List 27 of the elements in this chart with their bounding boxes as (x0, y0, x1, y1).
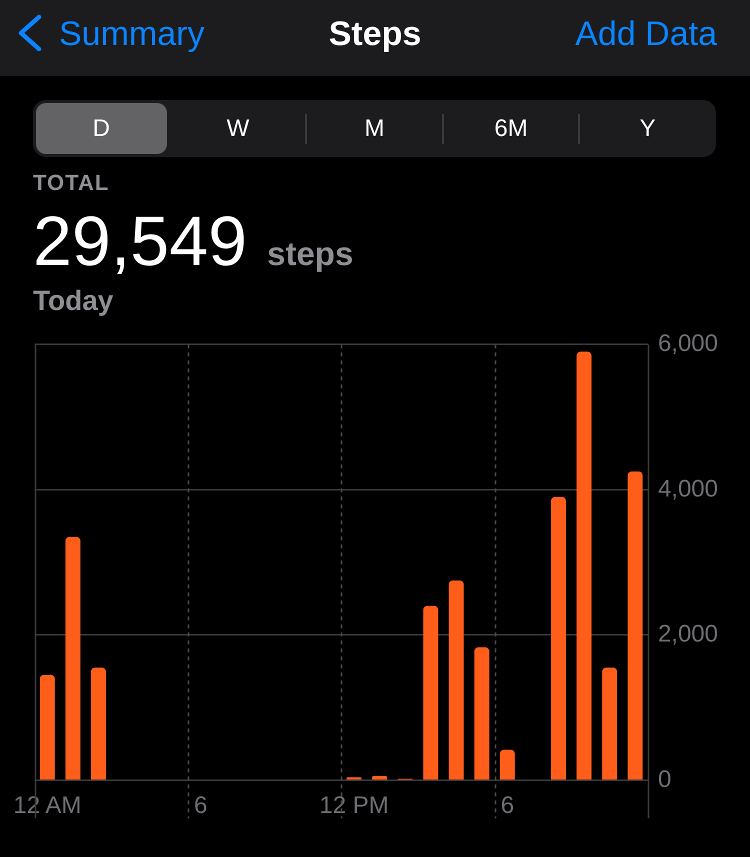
y-tick-label: 4,000 (658, 475, 718, 502)
bar (500, 750, 515, 780)
text: Add Data (575, 15, 717, 53)
x-tick-label: 6 (500, 792, 514, 820)
y-tick-label: 0 (658, 766, 672, 793)
chart-title: Steps (328, 15, 422, 53)
bar (91, 668, 106, 780)
bar (372, 776, 388, 780)
bar (423, 606, 438, 780)
x-tick-label: 6 (194, 792, 208, 820)
text: Today (33, 285, 114, 316)
bar (40, 674, 55, 780)
text: Summary (59, 15, 204, 53)
text: TOTAL (33, 170, 110, 195)
bar (474, 647, 490, 780)
bar (576, 352, 592, 780)
x-tick-label: 12 PM (319, 792, 389, 820)
bar (448, 580, 464, 780)
segmented-control: D W M 6M Y (33, 100, 716, 157)
y-tick-label: 2,000 (658, 620, 718, 648)
bar (551, 496, 566, 780)
bar (602, 668, 618, 780)
text: 29,549 (33, 202, 248, 280)
y-tick-label: 6,000 (658, 330, 718, 358)
bar (65, 536, 80, 780)
text: steps (267, 235, 354, 272)
bar (628, 472, 643, 780)
